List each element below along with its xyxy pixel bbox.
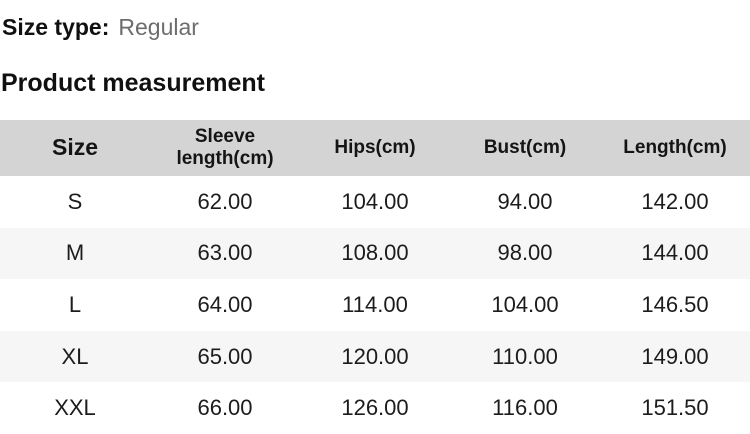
cell-size: M xyxy=(65,240,85,266)
cell-size: XL xyxy=(61,343,89,369)
table-row-l: L 64.00 114.00 104.00 146.50 xyxy=(0,279,750,331)
cell-hips: 104.00 xyxy=(341,188,409,214)
cell-hips: 120.00 xyxy=(341,343,409,369)
table-header-row: Size Sleeve length(cm) Hips(cm) Bust(cm)… xyxy=(0,120,750,176)
cell-length: 144.00 xyxy=(641,240,709,266)
table-body: S 62.00 104.00 94.00 142.00 M 63.00 108.… xyxy=(0,176,750,434)
cell-sleeve-length: 63.00 xyxy=(197,240,253,266)
table-row-xl: XL 65.00 120.00 110.00 149.00 xyxy=(0,330,750,383)
cell-size: L xyxy=(68,291,82,317)
cell-sleeve-length: 66.00 xyxy=(197,395,253,421)
cell-sleeve-length: 65.00 xyxy=(197,343,253,369)
size-type-value: Regular xyxy=(118,14,199,40)
cell-size: S xyxy=(67,188,83,214)
cell-bust: 104.00 xyxy=(491,291,559,317)
cell-hips: 126.00 xyxy=(341,395,409,421)
size-type-label: Size type: xyxy=(2,14,110,40)
col-header-length: Length(cm) xyxy=(623,136,727,158)
col-header-hips: Hips(cm) xyxy=(334,136,416,158)
cell-sleeve-length: 64.00 xyxy=(197,291,253,317)
cell-bust: 98.00 xyxy=(497,240,553,266)
size-type-line: Size type: Regular xyxy=(2,14,199,42)
col-header-size: Size xyxy=(51,134,99,161)
cell-sleeve-length: 62.00 xyxy=(197,188,253,214)
cell-hips: 114.00 xyxy=(342,291,408,317)
cell-hips: 108.00 xyxy=(341,240,409,266)
cell-length: 151.50 xyxy=(641,395,709,421)
table-row-m: M 63.00 108.00 98.00 144.00 xyxy=(0,227,750,280)
col-header-bust: Bust(cm) xyxy=(483,136,567,158)
col-header-sleeve-length: Sleeve length(cm) xyxy=(150,120,300,176)
cell-bust: 116.00 xyxy=(492,395,558,421)
cell-length: 142.00 xyxy=(641,188,709,214)
measurement-table: Size Sleeve length(cm) Hips(cm) Bust(cm)… xyxy=(0,120,750,434)
cell-bust: 94.00 xyxy=(497,188,553,214)
cell-bust: 110.00 xyxy=(492,343,558,369)
table-row-s: S 62.00 104.00 94.00 142.00 xyxy=(0,176,750,228)
section-title: Product measurement xyxy=(1,69,265,97)
table-head: Size Sleeve length(cm) Hips(cm) Bust(cm)… xyxy=(0,120,750,176)
cell-size: XXL xyxy=(54,395,96,421)
cell-length: 146.50 xyxy=(641,291,709,317)
col-header-sleeve-length-text: Sleeve length(cm) xyxy=(176,125,274,169)
table-row-xxl: XXL 66.00 126.00 116.00 151.50 xyxy=(0,382,750,434)
cell-length: 149.00 xyxy=(641,343,709,369)
